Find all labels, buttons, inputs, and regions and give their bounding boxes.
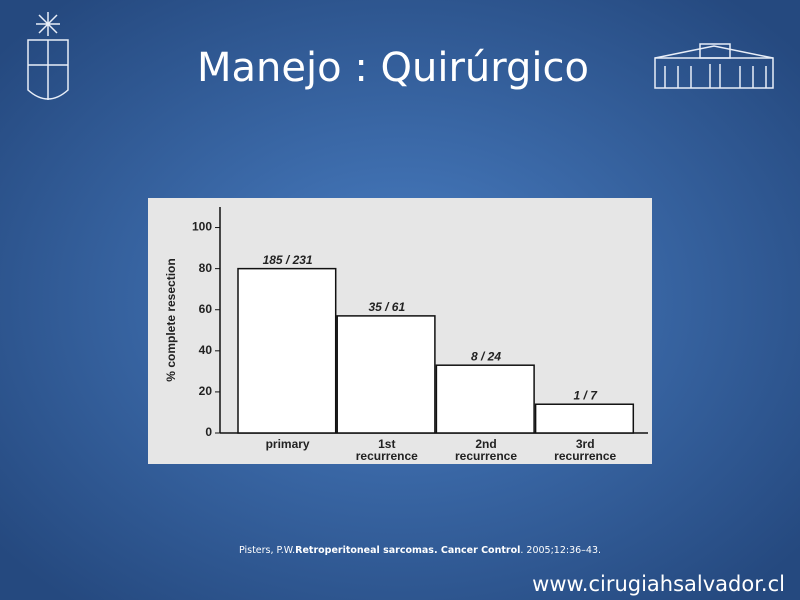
citation-author: Pisters, P.W. — [239, 545, 295, 556]
bar — [435, 364, 535, 434]
y-tick-label: 0 — [205, 425, 212, 439]
citation-work: Retroperitoneal sarcomas. Cancer Control — [295, 545, 520, 556]
y-axis-label: % complete resection — [164, 258, 178, 381]
bar-annotation: 8 / 24 — [471, 349, 501, 363]
y-tick-label: 20 — [199, 384, 213, 398]
x-tick-label: 3rd recurrence — [554, 437, 616, 463]
slide-title: Manejo : Quirúrgico — [197, 45, 589, 91]
bar — [534, 403, 635, 434]
bar-annotation: 1 / 7 — [574, 388, 599, 402]
bar-annotation: 35 / 61 — [368, 300, 405, 314]
y-tick-label: 80 — [199, 261, 213, 275]
left-emblem — [27, 12, 69, 100]
citation-details: . 2005;12:36–43. — [520, 545, 601, 556]
y-tick-label: 40 — [199, 343, 213, 357]
footer-url: www.cirugiahsalvador.cl — [532, 572, 785, 596]
x-tick-label: primary — [266, 437, 310, 451]
right-emblem — [654, 43, 774, 89]
y-tick-label: 100 — [192, 220, 212, 234]
bar — [336, 315, 436, 434]
y-tick-label: 60 — [199, 302, 213, 316]
bar-annotation: 185 / 231 — [263, 253, 313, 267]
citation: Pisters, P.W.Retroperitoneal sarcomas. C… — [239, 545, 601, 556]
x-tick-label: 2nd recurrence — [455, 437, 517, 463]
plot: 0 20 40 60 80 100 185 / 231 primary 35 / 61 1st re… — [192, 207, 648, 463]
bar — [237, 267, 337, 434]
x-tick-label: 1st recurrence — [356, 437, 418, 463]
